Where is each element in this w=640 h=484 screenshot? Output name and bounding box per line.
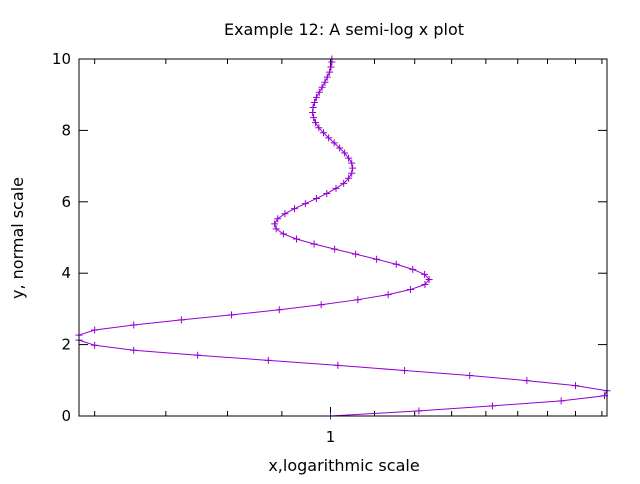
data-point-marker (291, 205, 299, 213)
data-point-marker (348, 159, 356, 167)
data-point-marker (331, 245, 339, 253)
series-layer (75, 55, 611, 420)
data-point-marker (310, 114, 318, 122)
data-point-marker (194, 351, 202, 359)
data-point-marker (228, 311, 236, 319)
plot-frame (78, 58, 608, 417)
data-point-marker (336, 144, 344, 152)
data-point-marker (318, 83, 326, 91)
data-point-marker (421, 281, 429, 289)
data-point-marker (264, 356, 272, 364)
data-point-marker (312, 93, 320, 101)
data-point-marker (309, 103, 317, 111)
data-point-marker (348, 169, 356, 177)
data-point-marker (281, 210, 289, 218)
x-axis-label: x,logarithmic scale (268, 456, 419, 475)
data-point-marker (177, 316, 185, 324)
data-point-marker (406, 286, 414, 294)
data-point-marker (330, 139, 338, 147)
data-point-marker (274, 215, 282, 223)
series-line (78, 59, 608, 417)
data-point-marker (271, 220, 279, 228)
data-point-marker (354, 296, 362, 304)
data-point-marker (326, 68, 334, 76)
data-point-marker (401, 366, 409, 374)
data-point-marker (425, 275, 433, 283)
data-point-marker (311, 98, 319, 106)
data-point-marker (310, 240, 318, 248)
data-point-marker (345, 154, 353, 162)
data-point-marker (315, 88, 323, 96)
data-point-marker (421, 270, 429, 278)
data-point-marker (325, 134, 333, 142)
data-point-marker (392, 260, 400, 268)
data-point-marker (488, 402, 496, 410)
data-point-marker (340, 179, 348, 187)
data-point-marker (384, 291, 392, 299)
data-point-marker (572, 382, 580, 390)
data-point-marker (349, 164, 357, 172)
data-point-marker (466, 372, 474, 380)
data-point-marker (272, 225, 280, 233)
data-point-marker (320, 129, 328, 137)
data-point-marker (557, 397, 565, 405)
data-point-marker (91, 341, 99, 349)
data-point-marker (130, 321, 138, 329)
data-point-marker (409, 265, 417, 273)
data-point-marker (301, 200, 309, 208)
data-point-marker (334, 361, 342, 369)
data-point-marker (275, 306, 283, 314)
data-point-marker (323, 73, 331, 81)
data-point-marker (91, 326, 99, 334)
data-point-marker (341, 149, 349, 157)
data-point-marker (415, 407, 423, 415)
chart-title: Example 12: A semi-log x plot (224, 20, 464, 39)
data-point-marker (345, 174, 353, 182)
y-axis-label: y, normal scale (8, 177, 27, 299)
data-point-marker (317, 301, 325, 309)
x-tick-label: 1 (326, 428, 336, 446)
data-point-marker (332, 184, 340, 192)
data-point-marker (327, 63, 335, 71)
y-tick-label: 6 (61, 193, 71, 211)
data-point-marker (312, 195, 320, 203)
data-point-marker (373, 255, 381, 263)
data-point-marker (293, 235, 301, 243)
data-point-marker (523, 377, 531, 385)
y-tick-label: 2 (61, 336, 71, 354)
y-tick-label: 0 (61, 407, 71, 425)
data-point-marker (321, 78, 329, 86)
data-point-marker (352, 250, 360, 258)
data-point-marker (311, 119, 319, 127)
data-point-marker (279, 230, 287, 238)
y-tick-label: 10 (52, 50, 71, 68)
y-tick-label: 4 (61, 264, 71, 282)
data-point-marker (130, 346, 138, 354)
data-point-marker (315, 124, 323, 132)
data-point-marker (323, 189, 331, 197)
y-tick-label: 8 (61, 121, 71, 139)
